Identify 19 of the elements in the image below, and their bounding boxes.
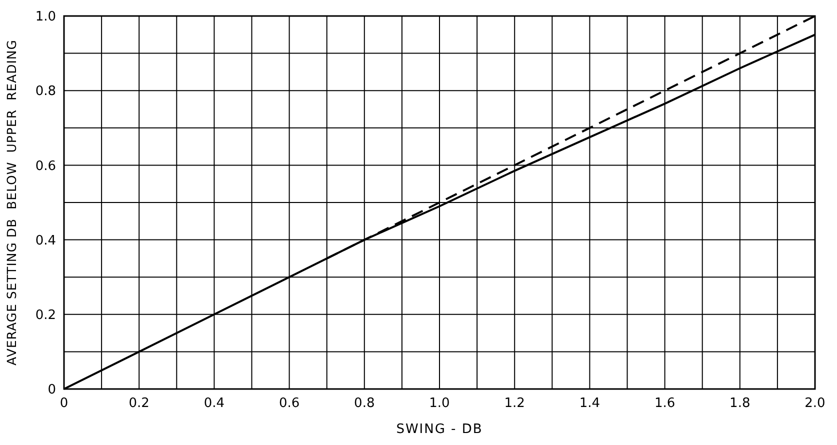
x-axis-title: SWING - DB [396, 422, 483, 437]
x-tick-label: 0.8 [354, 396, 375, 411]
x-tick-label: 2.0 [804, 396, 826, 411]
y-tick-label: 0.8 [35, 84, 56, 100]
x-tick-label: 1.6 [654, 396, 676, 411]
x-tick-label: 0.6 [278, 396, 300, 411]
x-tick-label: 1.8 [730, 396, 750, 411]
x-tick-label: 0 [60, 396, 68, 411]
x-tick-label: 1.0 [429, 396, 450, 411]
y-tick-label: 0.4 [35, 233, 56, 248]
x-tick-label: 1.4 [579, 396, 600, 411]
x-tick-label: 0.2 [128, 396, 150, 411]
y-tick-label: 0.6 [35, 158, 56, 174]
x-tick-label: 0.4 [204, 396, 225, 411]
x-tick-label: 1.2 [504, 396, 525, 411]
y-tick-label: 0 [48, 382, 56, 398]
y-axis-title: AVERAGE SETTING DB BELOW UPPER READING [4, 40, 19, 366]
y-tick-label: 1.0 [35, 10, 56, 25]
y-tick-label: 0.2 [35, 308, 56, 323]
